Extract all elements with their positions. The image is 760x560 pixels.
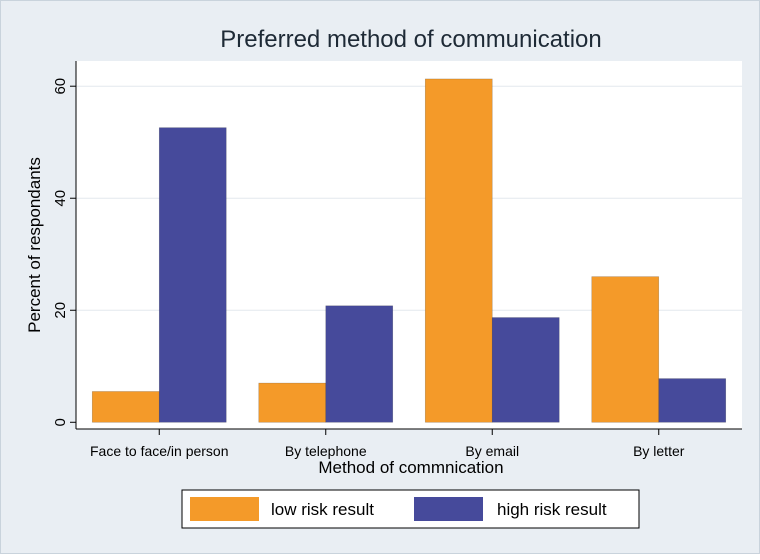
x-axis-ticks: Face to face/in person By telephone By ema…: [90, 429, 685, 459]
bar-high-risk-3: [658, 378, 727, 423]
bar-high-risk-0: [158, 127, 227, 423]
bar-high-risk-1: [325, 305, 394, 423]
x-tick-label: Face to face/in person: [90, 443, 229, 459]
bar-low-risk-2: [424, 78, 493, 423]
legend: low risk result high risk result: [181, 489, 640, 529]
bar-low-risk-3: [591, 276, 660, 423]
legend-swatch-high-risk: [414, 497, 483, 521]
y-tick-label: 60: [52, 78, 69, 95]
bar-low-risk-0: [91, 391, 160, 423]
y-axis-label: Percent of respondants: [25, 157, 44, 333]
bar-low-risk-1: [258, 382, 327, 423]
legend-swatch-low-risk: [190, 497, 259, 521]
legend-label-high-risk: high risk result: [497, 500, 607, 519]
y-tick-label: 40: [52, 190, 69, 207]
bar-high-risk-2: [491, 317, 560, 423]
x-tick-label: By email: [465, 443, 519, 459]
x-tick-label: By telephone: [285, 443, 367, 459]
y-tick-label: 0: [52, 418, 69, 426]
legend-label-low-risk: low risk result: [271, 500, 374, 519]
x-axis-label: Method of commnication: [318, 458, 503, 477]
y-axis-ticks: 0 20 40 60: [52, 78, 76, 426]
x-tick-label: By letter: [633, 443, 685, 459]
bars: [91, 78, 727, 423]
chart-title: Preferred method of communication: [220, 26, 602, 53]
y-tick-label: 20: [52, 302, 69, 319]
